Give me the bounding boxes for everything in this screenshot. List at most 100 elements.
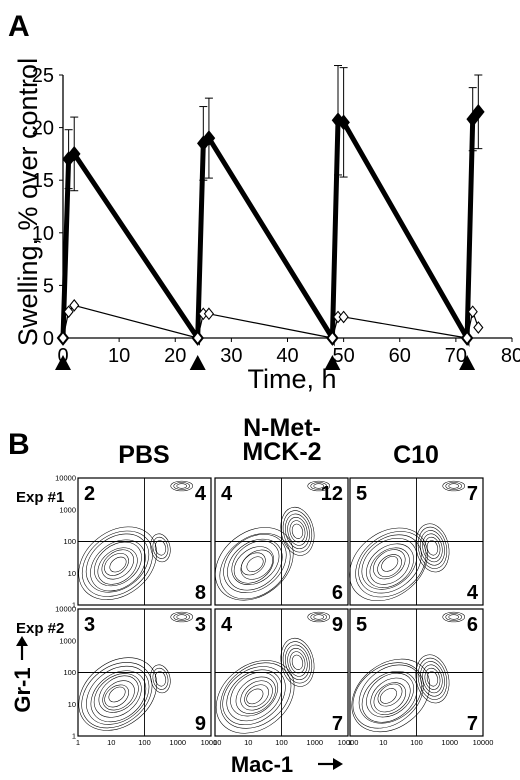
contour-line xyxy=(380,688,397,704)
panel-a-x-axis-label: Time, h xyxy=(247,364,336,394)
y-tick-label: 10 xyxy=(68,569,76,578)
control-series-point xyxy=(203,307,215,321)
contour-line xyxy=(227,538,283,591)
contour-line xyxy=(287,648,308,677)
contour-line xyxy=(282,510,313,553)
x-tick-label: 10 xyxy=(244,738,252,747)
y-tick-label: 15 xyxy=(32,170,54,192)
contour-line xyxy=(246,688,264,705)
contour-line xyxy=(176,483,188,489)
contour-line xyxy=(98,675,139,713)
contour-line xyxy=(93,673,142,718)
x-tick-label: 10 xyxy=(379,738,387,747)
contour-line xyxy=(233,546,274,584)
quadrant-percent: 9 xyxy=(332,614,343,636)
contour-line xyxy=(285,644,310,681)
x-tick-label: 10000 xyxy=(338,738,359,747)
injection-arrowhead xyxy=(55,355,71,370)
contour-line xyxy=(442,480,466,492)
contour-line xyxy=(230,671,279,717)
contour-line xyxy=(377,683,403,707)
contour-line xyxy=(152,667,169,690)
x-tick-label: 100 xyxy=(275,738,288,747)
flow-plot: 4 12 6 xyxy=(214,477,349,606)
contour-line xyxy=(289,520,306,543)
x-tick-label: 50 xyxy=(333,345,355,367)
contour-line xyxy=(85,533,150,593)
contour-line xyxy=(442,611,466,623)
treated-series-point xyxy=(202,130,216,147)
contour-line xyxy=(426,540,439,556)
quadrant-percent: 8 xyxy=(195,582,206,604)
y-tick-label: 10 xyxy=(32,223,54,245)
contour-line xyxy=(307,611,331,623)
x-tick-label: 100 xyxy=(138,738,151,747)
quadrant-percent: 2 xyxy=(84,483,95,505)
contour-line xyxy=(226,669,282,722)
contour-line xyxy=(173,482,191,490)
quadrant-percent: 7 xyxy=(467,483,478,505)
control-series-point xyxy=(57,331,69,345)
control-series-point xyxy=(473,321,484,334)
contour-line xyxy=(369,547,410,585)
gr1-axis-label: Gr-1 xyxy=(10,667,35,712)
contour-line xyxy=(86,665,150,725)
contour-line xyxy=(170,611,194,623)
contour-line xyxy=(102,680,135,711)
y-tick-label: 0 xyxy=(43,328,54,350)
contour-line xyxy=(81,530,153,597)
quadrant-percent: 12 xyxy=(321,483,343,505)
y-tick-label: 20 xyxy=(32,118,54,140)
y-tick-label: 1000 xyxy=(59,505,76,514)
contour-line xyxy=(417,526,448,569)
contour-line xyxy=(104,553,129,576)
contour-line xyxy=(313,483,325,489)
control-series-point xyxy=(327,331,338,345)
flow-plot: 4 971 10 100 1000 10000 xyxy=(213,608,359,747)
contour-line xyxy=(90,670,147,723)
contour-line xyxy=(101,549,134,580)
contour-line xyxy=(78,657,158,731)
contour-line xyxy=(235,676,276,714)
x-tick-label: 70 xyxy=(445,345,467,367)
contour-line xyxy=(223,534,287,593)
contour-line xyxy=(78,526,157,600)
x-tick-label: 1000 xyxy=(169,738,186,747)
quadrant-percent: 4 xyxy=(195,483,207,505)
quadrant-percent: 3 xyxy=(195,614,206,636)
x-tick-label: 40 xyxy=(276,345,298,367)
contour-line xyxy=(424,667,441,690)
contour-line xyxy=(287,517,308,546)
x-tick-label: 1 xyxy=(76,738,80,747)
contour-line xyxy=(94,541,142,587)
contour-line xyxy=(373,549,406,580)
contour-line xyxy=(244,684,269,708)
column-title: MCK-2 xyxy=(242,438,321,466)
x-tick-label: 1000 xyxy=(441,738,458,747)
y-tick-label: 1 xyxy=(72,601,76,610)
x-tick-label: 80 xyxy=(501,345,520,367)
panel-a-chart: 010203040506070800510152025 xyxy=(32,65,520,370)
quadrant-percent: 5 xyxy=(356,614,367,636)
contour-line xyxy=(415,654,450,704)
contour-line xyxy=(289,651,306,674)
control-series-point xyxy=(192,331,203,345)
y-tick-label: 10000 xyxy=(55,605,76,614)
control-series-point xyxy=(69,299,80,312)
contour-line xyxy=(420,661,445,697)
contour-line xyxy=(291,654,304,670)
quadrant-percent: 7 xyxy=(332,713,343,735)
y-tick-label: 1 xyxy=(72,732,76,741)
contour-line xyxy=(307,480,331,492)
contour-line xyxy=(176,614,188,620)
y-tick-label: 100 xyxy=(63,668,76,677)
contour-line xyxy=(222,666,286,726)
contour-line xyxy=(104,684,129,708)
panel-a-letter: A xyxy=(8,10,30,43)
contour-line xyxy=(154,671,167,687)
y-tick-label: 5 xyxy=(43,275,54,297)
contour-line xyxy=(422,664,443,694)
flow-plot: 5 7 4 xyxy=(349,477,484,606)
contour-line xyxy=(426,671,439,687)
y-tick-label: 1000 xyxy=(59,636,76,645)
